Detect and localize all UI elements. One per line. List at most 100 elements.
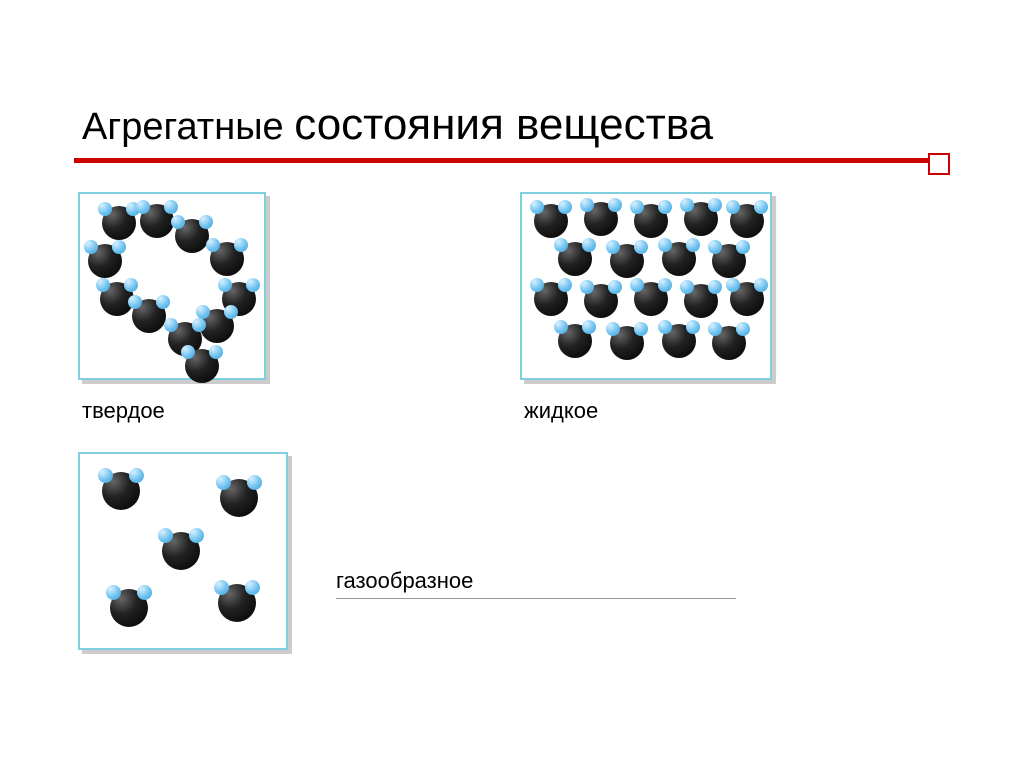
hydrogen-atom <box>158 528 173 543</box>
hydrogen-atom <box>192 318 206 332</box>
hydrogen-atom <box>98 468 113 483</box>
hydrogen-atom <box>686 320 700 334</box>
water-molecule <box>684 284 718 318</box>
hydrogen-atom <box>245 580 260 595</box>
water-molecule <box>712 326 746 360</box>
hydrogen-atom <box>708 322 722 336</box>
hydrogen-atom <box>196 305 210 319</box>
hydrogen-atom <box>181 345 195 359</box>
liquid-panel <box>520 192 772 380</box>
hydrogen-atom <box>630 278 644 292</box>
water-molecule <box>140 204 174 238</box>
gas-panel <box>78 452 288 650</box>
hydrogen-atom <box>708 240 722 254</box>
hydrogen-atom <box>658 320 672 334</box>
hydrogen-atom <box>206 238 220 252</box>
hydrogen-atom <box>247 475 262 490</box>
water-molecule <box>88 244 122 278</box>
hydrogen-atom <box>630 200 644 214</box>
hydrogen-atom <box>736 322 750 336</box>
water-molecule <box>210 242 244 276</box>
hydrogen-atom <box>214 580 229 595</box>
water-molecule <box>584 202 618 236</box>
hydrogen-atom <box>199 215 213 229</box>
hydrogen-atom <box>246 278 260 292</box>
water-molecule <box>185 349 219 383</box>
hydrogen-atom <box>189 528 204 543</box>
hydrogen-atom <box>234 238 248 252</box>
water-molecule <box>132 299 166 333</box>
hydrogen-atom <box>708 198 722 212</box>
hydrogen-atom <box>224 305 238 319</box>
water-molecule <box>610 326 644 360</box>
page-title: Агрегатные состояния вещества <box>74 100 950 158</box>
water-molecule <box>584 284 618 318</box>
hydrogen-atom <box>726 278 740 292</box>
hydrogen-atom <box>708 280 722 294</box>
hydrogen-atom <box>580 280 594 294</box>
hydrogen-atom <box>171 215 185 229</box>
hydrogen-atom <box>530 200 544 214</box>
water-molecule <box>534 282 568 316</box>
title-underline <box>74 158 950 163</box>
hydrogen-atom <box>754 278 768 292</box>
hydrogen-atom <box>137 585 152 600</box>
water-molecule <box>662 324 696 358</box>
hydrogen-atom <box>156 295 170 309</box>
hydrogen-atom <box>96 278 110 292</box>
solid-panel <box>78 192 266 380</box>
hydrogen-atom <box>634 322 648 336</box>
hydrogen-atom <box>558 278 572 292</box>
hydrogen-atom <box>686 238 700 252</box>
gas-caption: газообразное <box>336 568 473 594</box>
water-molecule <box>220 479 258 517</box>
gas-label-line <box>336 598 736 599</box>
hydrogen-atom <box>128 295 142 309</box>
water-molecule <box>662 242 696 276</box>
water-molecule <box>610 244 644 278</box>
hydrogen-atom <box>112 240 126 254</box>
hydrogen-atom <box>530 278 544 292</box>
hydrogen-atom <box>608 198 622 212</box>
hydrogen-atom <box>84 240 98 254</box>
hydrogen-atom <box>736 240 750 254</box>
water-molecule <box>162 532 200 570</box>
hydrogen-atom <box>136 200 150 214</box>
water-molecule <box>175 219 209 253</box>
water-molecule <box>730 204 764 238</box>
hydrogen-atom <box>680 198 694 212</box>
water-molecule <box>534 204 568 238</box>
hydrogen-atom <box>558 200 572 214</box>
liquid-caption: жидкое <box>524 398 598 424</box>
water-molecule <box>110 589 148 627</box>
hydrogen-atom <box>124 278 138 292</box>
water-molecule <box>684 202 718 236</box>
hydrogen-atom <box>658 200 672 214</box>
water-molecule <box>634 282 668 316</box>
solid-caption: твердое <box>82 398 165 424</box>
hydrogen-atom <box>726 200 740 214</box>
hydrogen-atom <box>606 240 620 254</box>
water-molecule <box>712 244 746 278</box>
title-main: состояния вещества <box>294 100 713 149</box>
hydrogen-atom <box>606 322 620 336</box>
water-molecule <box>558 324 592 358</box>
hydrogen-atom <box>129 468 144 483</box>
title-block: Агрегатные состояния вещества <box>74 100 950 163</box>
hydrogen-atom <box>680 280 694 294</box>
hydrogen-atom <box>658 238 672 252</box>
hydrogen-atom <box>580 198 594 212</box>
hydrogen-atom <box>554 238 568 252</box>
hydrogen-atom <box>582 238 596 252</box>
water-molecule <box>730 282 764 316</box>
hydrogen-atom <box>164 200 178 214</box>
hydrogen-atom <box>164 318 178 332</box>
hydrogen-atom <box>106 585 121 600</box>
water-molecule <box>102 472 140 510</box>
hydrogen-atom <box>634 240 648 254</box>
water-molecule <box>634 204 668 238</box>
water-molecule <box>218 584 256 622</box>
hydrogen-atom <box>754 200 768 214</box>
hydrogen-atom <box>216 475 231 490</box>
hydrogen-atom <box>608 280 622 294</box>
